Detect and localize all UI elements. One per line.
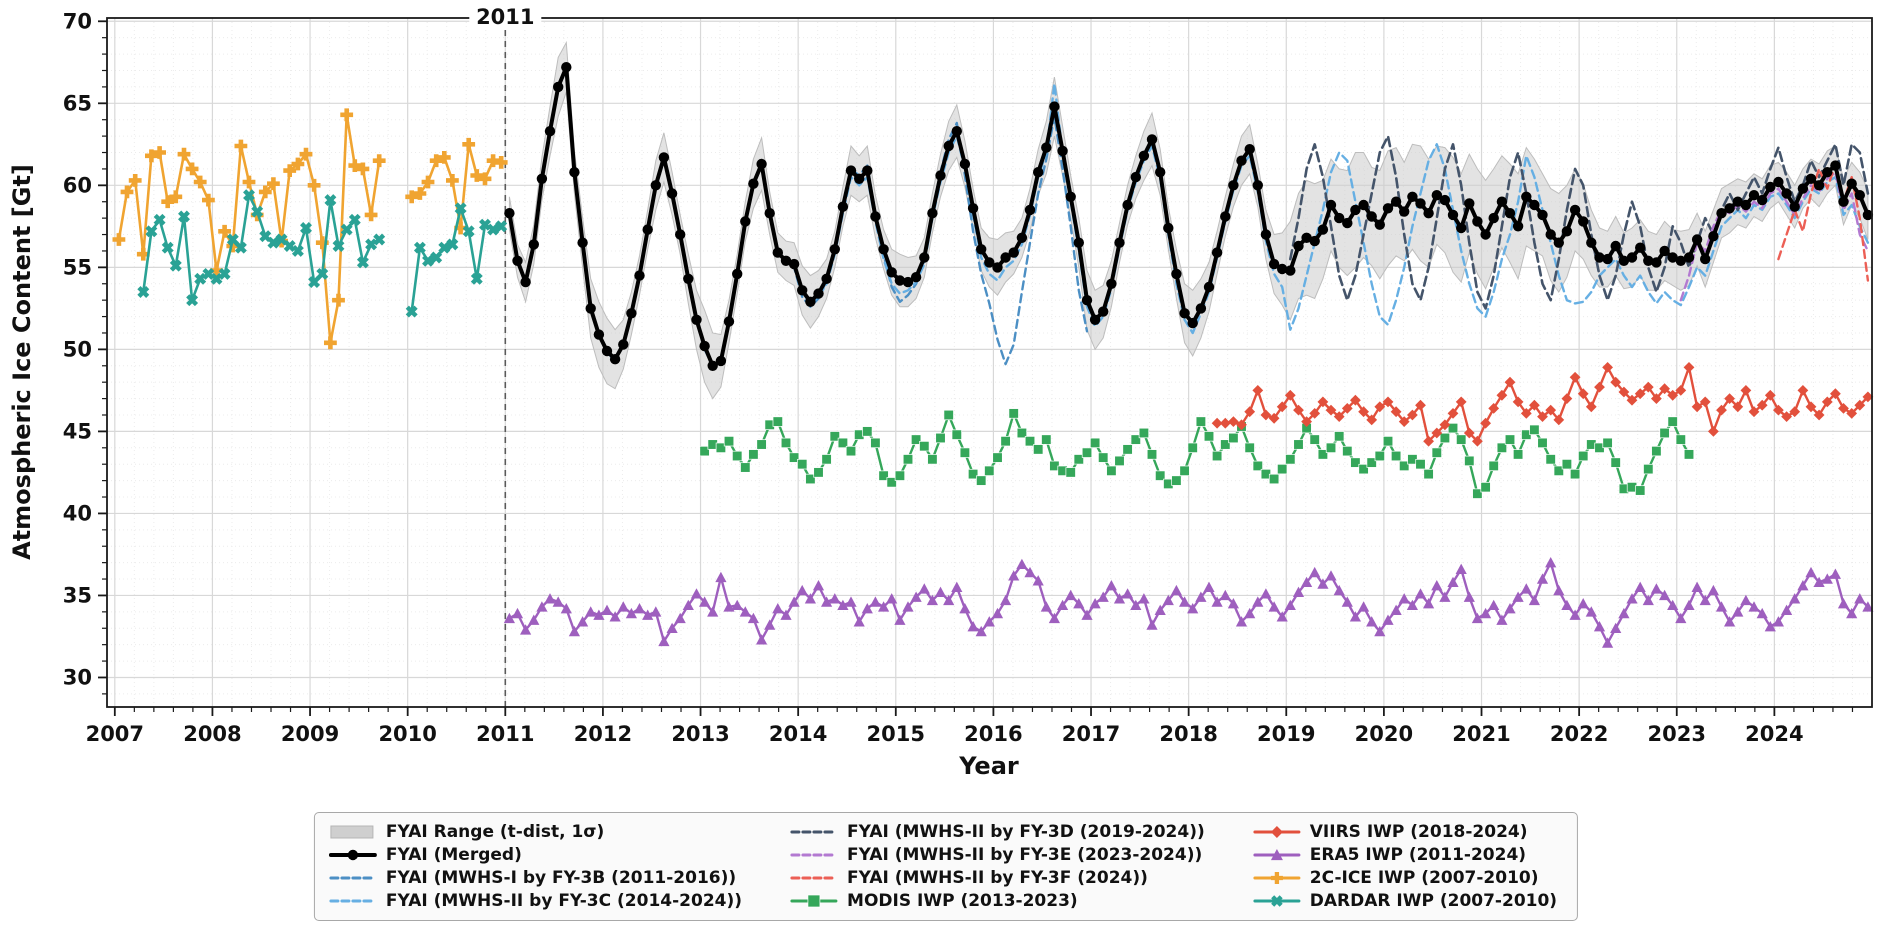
x-tick-label: 2012 — [574, 722, 632, 746]
legend-label: ERA5 IWP (2011-2024) — [1309, 845, 1527, 865]
x-tick-label: 2023 — [1648, 722, 1706, 746]
series-era5 — [503, 557, 1874, 648]
legend-item-modis: MODIS IWP (2013-2023) — [790, 891, 1205, 911]
legend-item-fy3f: FYAI (MWHS-II by FY-3F (2024)) — [790, 868, 1205, 888]
legend-swatch-viirs — [1253, 826, 1301, 838]
y-tick-label: 55 — [63, 255, 92, 279]
legend-label: FYAI (Merged) — [385, 845, 522, 865]
plot-border — [106, 17, 1873, 708]
legend-label: FYAI Range (t-dist, 1σ) — [385, 822, 605, 842]
legend-swatch-dardar — [1253, 895, 1301, 907]
x-tick-label: 2008 — [183, 722, 241, 746]
x-tick-label: 2018 — [1159, 722, 1217, 746]
legend-swatch-fy3c — [329, 899, 377, 903]
axis-ticks — [98, 20, 1854, 716]
series-cice — [112, 108, 508, 350]
legend-item-fy3c: FYAI (MWHS-II by FY-3C (2014-2024)) — [329, 891, 742, 911]
legend: FYAI Range (t-dist, 1σ) FYAI (Merged) FYAI… — [313, 812, 1579, 921]
annotation-2011: 2011 — [469, 3, 542, 30]
legend-label: MODIS IWP (2013-2023) — [847, 891, 1078, 911]
legend-item-fy3e: FYAI (MWHS-II by FY-3E (2023-2024)) — [790, 845, 1205, 865]
legend-item-cice: 2C-ICE IWP (2007-2010) — [1253, 868, 1557, 888]
legend-swatch-modis — [790, 894, 838, 908]
legend-label: VIIRS IWP (2018-2024) — [1309, 822, 1528, 842]
y-tick-label: 50 — [63, 337, 92, 361]
series-viirs — [1211, 362, 1874, 447]
y-tick-label: 35 — [63, 583, 92, 607]
legend-label: FYAI (MWHS-II by FY-3F (2024)) — [847, 868, 1148, 888]
x-tick-label: 2020 — [1355, 722, 1413, 746]
legend-swatch-fy3b — [329, 876, 377, 880]
annotation-2011-text: 2011 — [476, 5, 534, 29]
x-axis-label: Year — [958, 752, 1019, 780]
x-tick-label: 2010 — [378, 722, 436, 746]
legend-label: FYAI (MWHS-II by FY-3C (2014-2024)) — [385, 891, 743, 911]
x-tick-label: 2013 — [671, 722, 729, 746]
x-tick-label: 2015 — [867, 722, 925, 746]
x-tick-label: 2022 — [1550, 722, 1608, 746]
series-modis — [699, 408, 1695, 499]
x-tick-label: 2011 — [476, 722, 534, 746]
legend-swatch-cice — [1253, 872, 1301, 884]
x-tick-label: 2014 — [769, 722, 827, 746]
x-tick-label: 2007 — [86, 722, 144, 746]
tick-labels: 2007 2008 2009 2010 2011 2012 2013 2014 2015 2016… — [63, 9, 1804, 746]
minor-gridlines — [107, 18, 1872, 707]
x-tick-label: 2024 — [1745, 722, 1803, 746]
series-fy3d — [1289, 134, 1870, 310]
y-axis-label: Atmospheric Ice Content [Gt] — [8, 164, 36, 560]
y-tick-label: 65 — [63, 91, 92, 115]
legend-swatch-fy3e — [790, 853, 838, 857]
legend-swatch-era5 — [1253, 849, 1301, 861]
legend-item-fy3d: FYAI (MWHS-II by FY-3D (2019-2024)) — [790, 822, 1205, 842]
x-tick-label: 2019 — [1257, 722, 1315, 746]
x-tick-label: 2009 — [281, 722, 339, 746]
y-tick-label: 30 — [63, 665, 92, 689]
plot-svg: Atmospheric Ice Content [Gt] Year 2007 20… — [8, 3, 1874, 780]
y-tick-label: 40 — [63, 501, 92, 525]
y-tick-label: 45 — [63, 419, 92, 443]
series-band — [508, 40, 1869, 400]
y-tick-label: 60 — [63, 173, 92, 197]
legend-item-dardar: DARDAR IWP (2007-2010) — [1253, 891, 1557, 911]
legend-swatch-fy3f — [790, 876, 838, 880]
legend-item-era5: ERA5 IWP (2011-2024) — [1253, 845, 1557, 865]
legend-swatch-fy3d — [790, 830, 838, 834]
x-tick-label: 2017 — [1062, 722, 1120, 746]
x-tick-label: 2021 — [1452, 722, 1510, 746]
legend-label: FYAI (MWHS-I by FY-3B (2011-2016)) — [385, 868, 737, 888]
legend-item-viirs: VIIRS IWP (2018-2024) — [1253, 822, 1557, 842]
series-dardar — [137, 189, 508, 318]
legend-label: 2C-ICE IWP (2007-2010) — [1309, 868, 1539, 888]
legend-label: FYAI (MWHS-II by FY-3E (2023-2024)) — [847, 845, 1203, 865]
y-tick-label: 70 — [63, 9, 92, 33]
legend-item-merged: FYAI (Merged) — [328, 845, 742, 865]
legend-swatch-band — [330, 825, 374, 839]
series-merged — [504, 61, 1874, 371]
legend-swatch-merged — [328, 849, 377, 861]
legend-label: DARDAR IWP (2007-2010) — [1309, 891, 1558, 911]
legend-item-fy3b: FYAI (MWHS-I by FY-3B (2011-2016)) — [329, 868, 742, 888]
x-tick-label: 2016 — [964, 722, 1022, 746]
legend-label: FYAI (MWHS-II by FY-3D (2019-2024)) — [847, 822, 1205, 842]
legend-item-band: FYAI Range (t-dist, 1σ) — [329, 822, 742, 842]
